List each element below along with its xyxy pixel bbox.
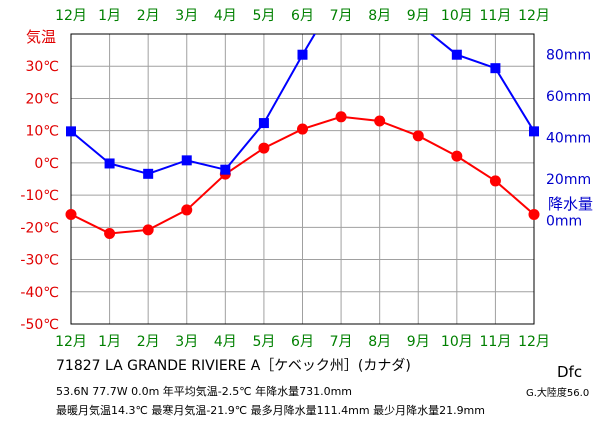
month-label-top: 1月 [98, 8, 121, 24]
station-info-line1: 53.6N 77.7W 0.0m 年平均気温-2.5℃ 年降水量731.0mm [56, 385, 353, 398]
temperature-point [412, 130, 424, 142]
temperature-point [181, 204, 193, 216]
precipitation-axis-title: 降水量 [548, 195, 594, 213]
month-label-bottom: 5月 [252, 334, 275, 350]
temperature-axis-title: 気温 [26, 28, 57, 46]
temperature-point [258, 142, 270, 154]
precipitation-tick-label: 20mm [546, 172, 591, 188]
precipitation-point [529, 126, 539, 137]
month-label-top: 6月 [291, 8, 314, 24]
month-label-top: 12月 [55, 8, 87, 24]
precipitation-tick-label: 60mm [546, 89, 591, 105]
month-label-bottom: 11月 [480, 334, 512, 350]
precipitation-point [104, 158, 115, 169]
temperature-tick-label: -20℃ [20, 220, 59, 236]
month-label-bottom: 10月 [441, 334, 473, 350]
month-label-top: 3月 [175, 8, 198, 24]
temperature-point [104, 227, 116, 239]
temperature-tick-label: 0℃ [34, 156, 59, 172]
precipitation-point [258, 118, 269, 129]
month-label-top: 9月 [407, 8, 430, 24]
temperature-point [528, 208, 540, 220]
month-label-top: 12月 [518, 8, 550, 24]
precipitation-point [490, 63, 501, 74]
month-label-bottom: 8月 [368, 334, 391, 350]
month-label-bottom: 12月 [55, 334, 87, 350]
temperature-point [297, 123, 308, 135]
station-info-line2: 最暖月気温14.3℃ 最寒月気温-21.9℃ 最多月降水量111.4mm 最少月… [56, 404, 485, 417]
month-label-top: 5月 [252, 8, 275, 24]
continentality-note: G.大陸度56.0 [526, 388, 590, 399]
month-label-top: 8月 [368, 8, 391, 24]
month-label-bottom: 2月 [137, 334, 160, 350]
temperature-tick-label: -10℃ [20, 188, 59, 204]
month-label-top: 2月 [137, 8, 160, 24]
plot-frame [70, 33, 535, 325]
temperature-tick-label: -50℃ [20, 317, 59, 333]
month-label-bottom: 1月 [98, 334, 121, 350]
temperature-point [451, 150, 463, 162]
precipitation-tick-label: 0mm [546, 213, 582, 229]
month-label-bottom: 6月 [291, 334, 314, 350]
month-label-bottom: 12月 [518, 334, 550, 350]
month-label-bottom: 3月 [175, 334, 198, 350]
temperature-tick-label: -40℃ [20, 285, 59, 301]
temperature-point [374, 115, 386, 127]
month-label-bottom: 9月 [407, 334, 430, 350]
precipitation-point [181, 155, 192, 166]
temperature-tick-label: 20℃ [25, 91, 59, 107]
temperature-tick-label: 30℃ [25, 59, 59, 75]
precipitation-tick-label: 80mm [546, 48, 591, 64]
precipitation-tick-label: 40mm [546, 131, 591, 147]
temperature-point [335, 111, 347, 123]
station-name: 71827 LA GRANDE RIVIERE A［ケベック州］(カナダ) [56, 358, 411, 374]
temperature-point [142, 224, 154, 236]
month-label-top: 11月 [480, 8, 512, 24]
temperature-point [489, 175, 501, 187]
precipitation-point [451, 49, 462, 60]
month-label-top: 7月 [330, 8, 353, 24]
month-label-top: 4月 [214, 8, 237, 24]
temperature-tick-label: 10℃ [25, 124, 59, 140]
month-label-bottom: 4月 [214, 334, 237, 350]
month-label-bottom: 7月 [330, 334, 353, 350]
temperature-point [65, 208, 77, 220]
precipitation-point [297, 49, 308, 60]
precipitation-point [66, 126, 76, 137]
climate-classification: Dfc [557, 363, 583, 381]
precipitation-point [220, 164, 231, 175]
month-label-top: 10月 [441, 8, 473, 24]
precipitation-point [143, 168, 154, 179]
temperature-tick-label: -30℃ [20, 253, 59, 269]
